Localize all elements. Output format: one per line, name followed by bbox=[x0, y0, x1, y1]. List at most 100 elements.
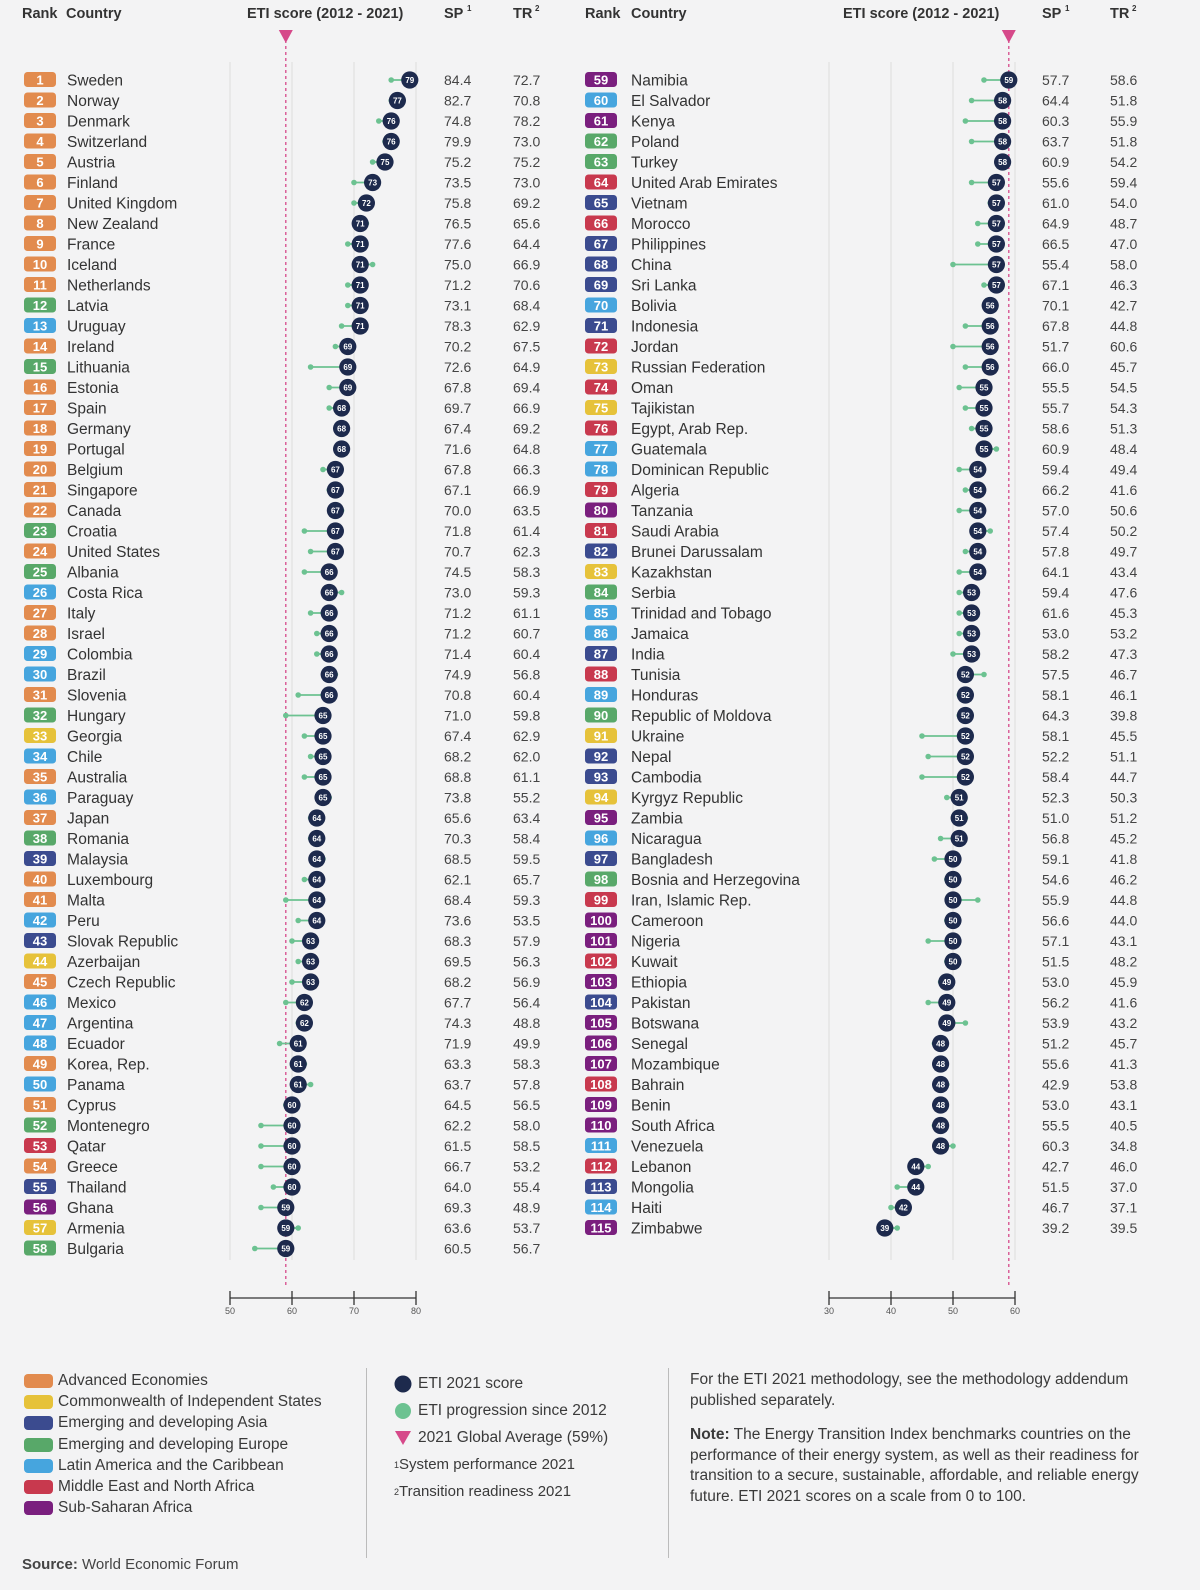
tr-value: 60.6 bbox=[1110, 339, 1137, 355]
rank-badge bbox=[24, 1220, 56, 1235]
progression-start-dot bbox=[326, 405, 333, 411]
tr-value: 37.0 bbox=[1110, 1179, 1137, 1195]
rank-number: 26 bbox=[33, 585, 47, 600]
tr-value: 68.4 bbox=[513, 298, 540, 314]
tr-value: 61.1 bbox=[513, 605, 540, 621]
sp-value: 51.5 bbox=[1042, 954, 1069, 970]
rank-number: 34 bbox=[33, 749, 48, 764]
tr-value: 47.6 bbox=[1110, 585, 1137, 601]
header-tr: TR bbox=[1110, 6, 1130, 22]
rank-badge bbox=[24, 625, 56, 641]
rank-number: 4 bbox=[36, 134, 44, 149]
rank-badge bbox=[24, 1097, 56, 1112]
score-dot bbox=[975, 440, 993, 458]
sp-value: 72.6 bbox=[444, 359, 471, 375]
country-name: Bangladesh bbox=[631, 852, 713, 869]
sp-value: 74.5 bbox=[444, 564, 471, 580]
score-dot bbox=[351, 255, 369, 274]
score-label: 59 bbox=[281, 1224, 290, 1233]
rank-badge bbox=[585, 502, 617, 518]
sp-value: 84.4 bbox=[444, 72, 471, 88]
rank-number: 100 bbox=[590, 913, 612, 928]
score-label: 60 bbox=[288, 1122, 297, 1131]
sp-value: 74.8 bbox=[444, 113, 471, 129]
score-dot bbox=[283, 1157, 301, 1176]
tr-value: 73.0 bbox=[513, 175, 540, 191]
tr-value: 46.0 bbox=[1110, 1159, 1137, 1175]
source-line: Source: World Economic Forum bbox=[22, 1556, 238, 1573]
legend-item-cis: Commonwealth of Independent States bbox=[24, 1391, 364, 1412]
score-label: 48 bbox=[936, 1142, 945, 1151]
footnote-sp-marker: 1 bbox=[394, 1459, 400, 1470]
progression-start-dot bbox=[925, 999, 931, 1006]
rank-badge bbox=[24, 1199, 56, 1215]
tr-value: 62.3 bbox=[513, 544, 540, 560]
rank-badge bbox=[24, 441, 56, 456]
score-label: 55 bbox=[980, 404, 989, 413]
rank-badge bbox=[585, 830, 617, 846]
rank-number: 20 bbox=[33, 462, 47, 477]
header-score: ETI score (2012 - 2021) bbox=[843, 6, 1000, 22]
progression-start-dot bbox=[301, 876, 308, 883]
sp-value: 60.9 bbox=[1042, 441, 1069, 457]
rank-number: 75 bbox=[594, 401, 608, 416]
country-name: Estonia bbox=[67, 380, 119, 397]
country-name: Lithuania bbox=[67, 360, 130, 377]
rank-number: 90 bbox=[594, 708, 608, 723]
tr-value: 49.9 bbox=[513, 1036, 540, 1052]
rank-badge bbox=[24, 994, 56, 1010]
score-dot bbox=[289, 1075, 307, 1094]
tr-value: 53.7 bbox=[513, 1220, 540, 1236]
score-label: 76 bbox=[387, 117, 396, 126]
legend-swatch bbox=[24, 1480, 53, 1495]
score-dot bbox=[981, 296, 999, 315]
rank-badge bbox=[24, 297, 56, 313]
sp-value: 51.2 bbox=[1042, 1036, 1069, 1052]
country-name: Trinidad and Tobago bbox=[631, 606, 771, 623]
sp-value: 55.5 bbox=[1042, 1118, 1069, 1134]
sp-value: 64.1 bbox=[1042, 564, 1069, 580]
tr-value: 41.3 bbox=[1110, 1056, 1137, 1072]
rank-number: 87 bbox=[594, 647, 608, 662]
x-axis-tick-label: 60 bbox=[287, 1306, 297, 1316]
score-dot bbox=[932, 1116, 950, 1135]
sp-value: 71.2 bbox=[444, 605, 471, 621]
sp-value: 53.0 bbox=[1042, 974, 1069, 990]
progression-start-dot bbox=[987, 528, 993, 534]
legend-swatch bbox=[24, 1416, 53, 1431]
rank-number: 53 bbox=[33, 1139, 47, 1154]
score-label: 52 bbox=[961, 691, 970, 700]
score-label: 54 bbox=[973, 548, 982, 557]
sp-value: 53.0 bbox=[1042, 626, 1069, 642]
tr-value: 50.6 bbox=[1110, 503, 1137, 519]
country-name: Georgia bbox=[67, 729, 123, 746]
tr-value: 55.4 bbox=[513, 1179, 540, 1195]
progression-start-dot bbox=[295, 917, 302, 924]
country-name: Ireland bbox=[67, 339, 114, 356]
score-dot bbox=[981, 317, 999, 335]
score-label: 53 bbox=[967, 589, 976, 598]
country-name: Australia bbox=[67, 770, 128, 787]
sp-value: 60.3 bbox=[1042, 113, 1069, 129]
rank-number: 74 bbox=[594, 380, 609, 395]
tr-value: 60.4 bbox=[513, 687, 540, 703]
sp-value: 64.4 bbox=[1042, 93, 1069, 109]
sp-value: 71.8 bbox=[444, 523, 471, 539]
rank-badge bbox=[585, 625, 617, 641]
sp-value: 57.1 bbox=[1042, 933, 1069, 949]
score-label: 65 bbox=[319, 732, 328, 741]
rank-badge bbox=[585, 1199, 617, 1215]
score-label: 64 bbox=[312, 876, 321, 885]
progression-start-dot bbox=[975, 241, 981, 247]
rank-badge bbox=[24, 133, 56, 149]
rank-badge bbox=[585, 953, 617, 969]
rank-badge bbox=[585, 748, 617, 764]
score-dot bbox=[302, 952, 320, 971]
tr-value: 51.2 bbox=[1110, 810, 1137, 826]
tr-value: 42.7 bbox=[1110, 298, 1137, 314]
score-dot bbox=[289, 1055, 307, 1073]
country-name: Netherlands bbox=[67, 278, 151, 295]
sp-value: 42.9 bbox=[1042, 1077, 1069, 1093]
rank-number: 46 bbox=[33, 995, 47, 1010]
rank-number: 51 bbox=[33, 1098, 47, 1113]
